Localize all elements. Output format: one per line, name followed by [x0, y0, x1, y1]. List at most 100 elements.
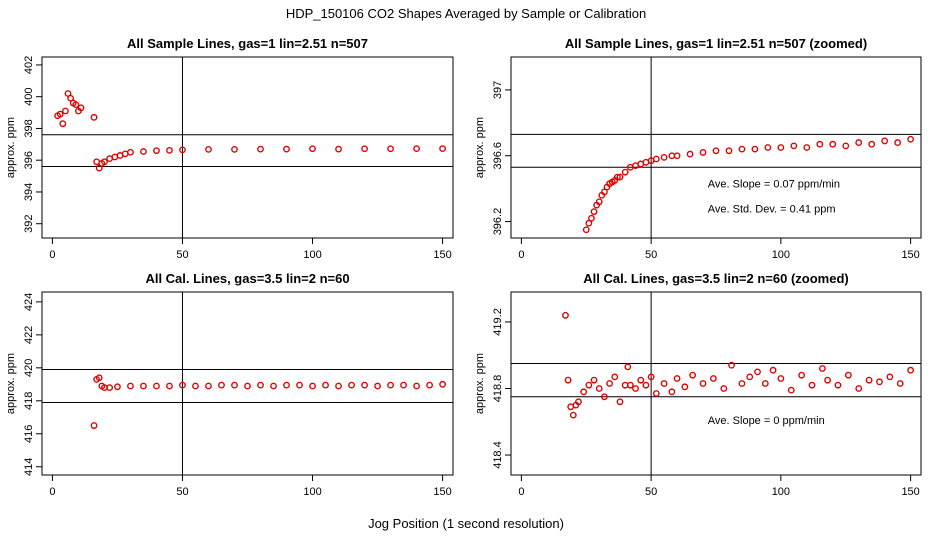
x-tick-label: 150	[433, 486, 451, 498]
data-point	[101, 158, 108, 166]
data-point	[601, 188, 608, 196]
x-tick-label: 100	[303, 249, 321, 261]
data-point	[626, 381, 634, 389]
y-tick-label: 424	[23, 293, 35, 311]
data-point	[59, 120, 67, 128]
data-point	[413, 382, 420, 390]
data-point	[127, 148, 134, 156]
plot-frame	[510, 56, 922, 239]
y-tick-label: 416	[23, 425, 35, 443]
y-axis-label: approx. ppm	[474, 353, 486, 414]
data-point	[218, 381, 225, 389]
chart-panels: All Sample Lines, gas=1 lin=2.51 n=507 0 5…	[5, 36, 922, 498]
data-point	[660, 153, 668, 161]
data-point	[387, 381, 394, 389]
data-point	[738, 380, 746, 387]
data-point	[686, 150, 694, 158]
data-point	[62, 107, 69, 115]
y-axis-label: approx. ppm	[474, 117, 486, 178]
data-point	[673, 152, 681, 160]
y-axis-label: approx. ppm	[5, 353, 17, 414]
data-point	[632, 385, 639, 392]
data-point	[140, 382, 147, 390]
data-point	[153, 382, 160, 390]
x-tick-label: 150	[901, 249, 919, 261]
data-point	[613, 173, 621, 181]
data-point	[257, 145, 264, 153]
data-point	[668, 388, 676, 396]
data-point	[335, 145, 342, 153]
data-point	[90, 113, 98, 121]
y-tick-label: 418.8	[492, 375, 504, 403]
x-tick-label: 100	[772, 486, 790, 498]
data-point	[77, 104, 85, 112]
data-point	[652, 155, 660, 163]
data-point	[787, 386, 795, 394]
data-point	[699, 149, 707, 156]
y-tick-label: 414	[23, 458, 35, 476]
data-point	[881, 137, 889, 145]
data-point	[361, 145, 368, 153]
data-point	[595, 385, 603, 392]
x-tick-label: 0	[518, 486, 524, 498]
chart-panel-4: All Cal. Lines, gas=3.5 lin=2 n=60 (zoom…	[474, 271, 922, 498]
y-tick-label: 396.6	[492, 142, 504, 170]
data-point	[72, 101, 80, 109]
data-point	[283, 381, 290, 389]
plot-frame	[41, 291, 454, 476]
data-point	[179, 146, 186, 154]
data-point	[400, 381, 407, 389]
x-tick-label: 100	[303, 486, 321, 498]
y-tick-label: 396.2	[492, 208, 504, 236]
y-tick-label: 418.4	[492, 441, 504, 469]
data-point	[106, 384, 114, 392]
data-point	[335, 382, 342, 390]
y-tick-label: 418	[23, 392, 35, 410]
data-point	[179, 381, 186, 389]
data-point	[387, 145, 394, 153]
data-point	[790, 142, 798, 150]
data-point	[769, 366, 777, 374]
plot-frame	[510, 291, 922, 476]
y-tick-label: 392	[23, 215, 35, 233]
x-tick-label: 100	[772, 249, 790, 261]
data-point	[296, 381, 303, 389]
data-point	[712, 147, 720, 155]
y-tick-label: 419.2	[492, 308, 504, 336]
data-point	[868, 140, 876, 148]
data-point	[114, 383, 121, 391]
x-tick-label: 150	[901, 486, 919, 498]
data-point	[751, 145, 759, 153]
data-point	[710, 375, 717, 382]
data-point	[95, 374, 103, 382]
data-point	[746, 373, 754, 381]
y-axis-label: approx. ppm	[5, 117, 17, 178]
y-tick-label: 397	[492, 81, 504, 99]
data-point	[842, 142, 850, 150]
data-point	[90, 422, 98, 429]
data-point	[439, 145, 446, 153]
data-point	[624, 363, 632, 371]
data-point	[309, 145, 316, 153]
x-tick-label: 0	[49, 486, 55, 498]
y-tick-label: 400	[23, 88, 35, 106]
data-point	[886, 373, 894, 381]
panel-title: All Sample Lines, gas=1 lin=2.51 n=507	[127, 36, 368, 51]
x-tick-label: 50	[176, 249, 188, 261]
data-point	[616, 398, 624, 406]
x-tick-label: 0	[49, 249, 55, 261]
data-point	[585, 381, 593, 389]
x-tick-label: 0	[518, 249, 524, 261]
data-point	[611, 373, 619, 381]
chart-panel-1: All Sample Lines, gas=1 lin=2.51 n=507 0 5…	[5, 36, 454, 261]
plot-frame	[41, 56, 454, 239]
data-point	[413, 145, 420, 153]
data-point	[140, 148, 147, 155]
data-point	[754, 368, 761, 376]
data-point	[876, 378, 883, 386]
data-point	[865, 376, 873, 384]
data-point	[764, 144, 772, 151]
data-point	[244, 382, 251, 390]
data-point	[283, 145, 290, 153]
